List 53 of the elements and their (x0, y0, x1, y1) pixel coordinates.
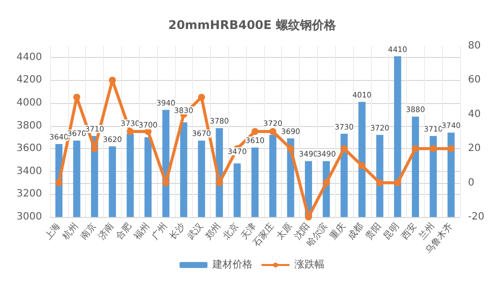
point (376, 179, 384, 186)
x-tick-label: 重庆 (328, 221, 348, 242)
point (126, 128, 134, 135)
point (448, 145, 455, 152)
x-tick-label: 南京 (78, 221, 98, 242)
y2-tick-label: 80 (468, 40, 481, 52)
point (269, 128, 276, 135)
point (252, 128, 258, 135)
point (394, 179, 402, 186)
x-tick-label: 武汉 (185, 221, 206, 242)
x-tick-label: 长沙 (168, 221, 188, 242)
point (55, 179, 62, 186)
y2-tick-label: 40 (468, 108, 481, 120)
legend-label: 建材价格 (212, 258, 252, 270)
y-tick-label: 4000 (16, 98, 42, 108)
point (162, 179, 170, 186)
x-tick-label: 济南 (96, 221, 116, 242)
y2-tick-label: -20 (468, 212, 484, 222)
y-tick-label: 3400 (16, 166, 42, 177)
y-tick-label: 3000 (16, 212, 42, 222)
x-tick-label: 太原 (274, 221, 294, 242)
x-tick-label: 广州 (150, 221, 170, 242)
y2-tick-label: 20 (468, 143, 481, 154)
point (322, 179, 330, 186)
point (216, 179, 223, 186)
point (430, 145, 437, 152)
legend-label: 涨跌幅 (294, 258, 324, 270)
point (73, 94, 80, 101)
x-tick-label: 合肥 (114, 221, 134, 242)
point (108, 76, 116, 84)
point (358, 162, 366, 170)
y2-tick-label: 60 (468, 74, 481, 86)
x-tick-label: 福州 (132, 221, 152, 242)
y2-tick-label: 0 (468, 177, 474, 188)
point (340, 145, 348, 152)
point (412, 145, 419, 152)
x-tick-label: 北京 (221, 221, 242, 242)
y-tick-label: 3600 (16, 143, 42, 154)
point (144, 128, 152, 135)
x-tick-label: 成都 (346, 221, 366, 242)
x-tick-label: 西安 (399, 221, 420, 242)
x-tick-label: 昆明 (381, 221, 402, 242)
y-tick-label: 4200 (16, 74, 42, 86)
y-tick-label: 4400 (16, 52, 42, 63)
point (91, 145, 98, 152)
point (198, 94, 206, 101)
x-tick-label: 郑州 (203, 221, 224, 242)
point (287, 145, 294, 152)
y-tick-label: 3200 (16, 188, 42, 200)
chart-title: 20mmHRB400E 螺纹钢价格 (168, 18, 337, 32)
x-tick-label: 贵阳 (364, 221, 384, 242)
point (304, 214, 312, 220)
y-tick-label: 3800 (16, 120, 42, 132)
